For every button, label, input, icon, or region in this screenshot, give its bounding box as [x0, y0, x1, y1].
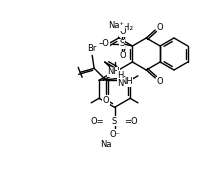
Text: =O: =O: [124, 117, 138, 126]
Text: O: O: [156, 22, 163, 31]
Text: O: O: [102, 96, 109, 105]
Text: NH: NH: [107, 67, 119, 76]
Text: NH₂: NH₂: [115, 23, 132, 32]
Text: Na: Na: [99, 140, 111, 149]
Text: –O: –O: [98, 40, 109, 49]
Text: Br: Br: [87, 44, 96, 53]
Text: O: O: [156, 76, 163, 85]
Text: H: H: [116, 71, 123, 80]
Text: O⁻: O⁻: [109, 130, 119, 139]
Text: NH: NH: [120, 78, 132, 87]
Text: S: S: [119, 40, 124, 49]
Text: Na⁺: Na⁺: [108, 22, 124, 31]
Text: O=: O=: [90, 117, 104, 126]
Text: S: S: [111, 117, 117, 126]
Text: O: O: [118, 27, 125, 36]
Text: N: N: [116, 79, 123, 88]
Text: O: O: [118, 51, 125, 60]
